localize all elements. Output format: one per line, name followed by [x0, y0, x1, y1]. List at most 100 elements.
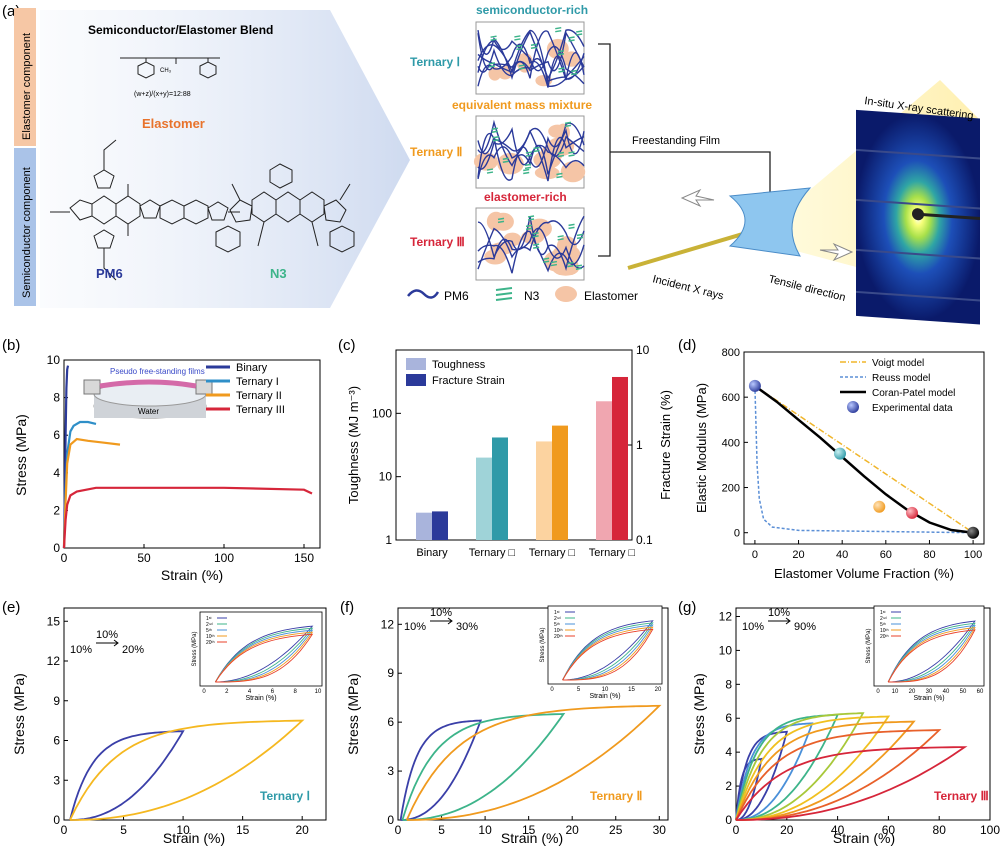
protocol-f-b: 10% — [430, 607, 452, 619]
inset-xlabel: Strain (%) — [245, 695, 276, 702]
y-tick-label: 10 — [379, 470, 393, 484]
series-b — [62, 365, 313, 549]
plot-frame-g — [735, 607, 991, 821]
semiconductor-side-label: Semiconductor component — [21, 167, 33, 298]
inset-tick: 10 — [602, 687, 609, 693]
cycle-loop-0 — [69, 730, 185, 821]
legend-coran-patel: Coran-Patel model — [872, 388, 955, 399]
elastomer-structure — [120, 57, 220, 79]
inset-tick: 0 — [550, 687, 554, 693]
n3-stack — [550, 260, 558, 267]
panel-label-g: (g) — [678, 599, 696, 616]
n3-stack — [514, 35, 521, 41]
legend-voigt: Voigt model — [872, 358, 924, 369]
coran-patel-line — [754, 384, 974, 534]
xlabel-g: Strain (%) — [833, 830, 895, 846]
ratio-text: (w+z)/(x+y)=12:88 — [134, 91, 191, 98]
inset-ylabel: Stress (MPa) — [192, 631, 198, 666]
freestanding-bracket — [598, 43, 771, 257]
series-line-3 — [62, 486, 313, 549]
n3-stack — [527, 215, 535, 221]
y-tick-label: 100 — [372, 406, 392, 420]
ternary-label-2: Ternary Ⅱ — [410, 145, 462, 159]
x-tick-label: 20 — [780, 823, 794, 837]
inset-legend: 2ⁿᵈ — [880, 616, 887, 622]
header-semiconductor-rich: semiconductor-rich — [476, 3, 588, 17]
n3-stack — [542, 257, 550, 263]
inset-tick: 4 — [248, 689, 252, 695]
tag-f: Ternary Ⅱ — [590, 789, 642, 803]
tensile-label: Tensile direction — [767, 273, 846, 304]
x-tick-label: 5 — [120, 823, 127, 837]
n3-stack — [557, 235, 564, 241]
ylabel-d: Elastic Modulus (MPa) — [694, 383, 709, 513]
n3-stack — [486, 168, 494, 174]
xlabel-d: Elastomer Volume Fraction (%) — [774, 566, 954, 581]
n3-stack — [523, 168, 530, 175]
y-tick-label: 0 — [53, 541, 60, 555]
series-e — [69, 719, 305, 821]
y-tick-label: 800 — [722, 347, 740, 359]
y-tick-label: 1 — [385, 533, 392, 547]
elastomer-blob — [473, 152, 498, 171]
category-label: Ternary □ — [589, 547, 636, 559]
ylabel-e: Stress (MPa) — [11, 673, 27, 755]
legend-elastomer: Elastomer — [584, 289, 638, 303]
elastomer-name: Elastomer — [142, 116, 205, 131]
y-tick-label: 200 — [722, 483, 740, 495]
inset-curve-3 — [562, 626, 654, 681]
n3-stack — [576, 30, 583, 36]
y-tick-label: 6 — [53, 734, 60, 748]
y-tick-label: 4 — [53, 466, 60, 480]
inset-ylabel: Stress (MPa) — [540, 627, 546, 662]
inset-tick: 50 — [960, 689, 967, 695]
panel-label-d: (d) — [678, 337, 696, 354]
category-label: Ternary □ — [469, 547, 516, 559]
bar-toughness — [476, 457, 492, 540]
y-tick-label: 2 — [725, 779, 732, 793]
plot-frame-f — [397, 607, 669, 821]
x-tick-label: 30 — [653, 823, 667, 837]
elastomer-blob — [563, 51, 581, 67]
n3-structure — [215, 163, 355, 253]
protocol-g-c: 90% — [794, 621, 816, 633]
legend-d: Voigt model Reuss model Coran-Patel mode… — [840, 358, 955, 414]
y-tick-label: 9 — [53, 694, 60, 708]
experimental-point — [906, 506, 918, 519]
inset-legend: 5ᵗʰ — [206, 628, 212, 634]
freestanding-label: Freestanding Film — [632, 135, 720, 147]
n3-stack — [568, 223, 575, 230]
inset-curve-1 — [887, 622, 976, 683]
ticks-b: 0 50 100 150 0 2 4 6 8 10 — [47, 353, 315, 565]
inset-tick: 20 — [909, 689, 916, 695]
category-label: Binary — [416, 547, 448, 559]
experimental-point — [748, 379, 761, 392]
x-tick-label: 0 — [733, 823, 740, 837]
inset-legend: 20ᵗʰ — [206, 640, 215, 646]
cycle-loop-7 — [735, 729, 942, 821]
pseudo-film-inset: Pseudo free-standing films Water — [83, 367, 213, 419]
panel-label-c: (c) — [338, 337, 356, 354]
panel-c: (c) 1 10 100 0.1 1 10 Binary Ternary □ Ternary … — [338, 337, 673, 559]
inset-tick: 5 — [577, 687, 581, 693]
pm6-chain — [477, 126, 585, 170]
category-label: Ternary □ — [529, 547, 576, 559]
inset-tick: 8 — [294, 689, 298, 695]
panel-label-e: (e) — [2, 599, 20, 616]
n3-stack — [502, 157, 509, 163]
n3-stack — [525, 224, 533, 231]
film-sample — [728, 187, 812, 257]
n3-stack — [530, 43, 538, 49]
cycle-loop-5 — [735, 715, 891, 821]
inset-curve-1 — [215, 627, 314, 683]
y-tick-label: 400 — [722, 437, 740, 449]
pm6-chain — [477, 127, 585, 178]
y-tick-label: 10 — [719, 643, 733, 657]
reuss-line — [754, 385, 974, 534]
n3-stack — [492, 136, 500, 142]
